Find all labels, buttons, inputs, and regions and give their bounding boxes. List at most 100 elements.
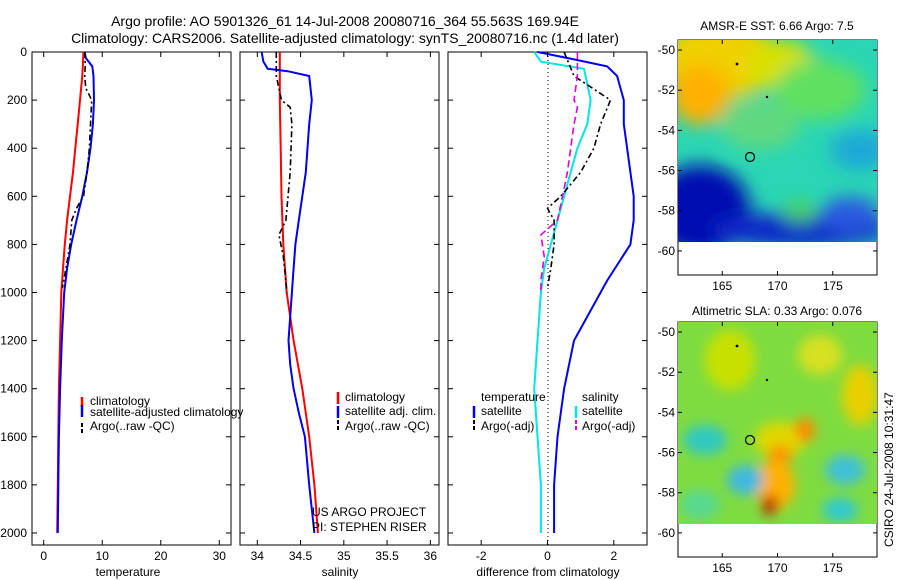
cyan-region (822, 498, 858, 522)
cyan-region (680, 490, 720, 520)
series-satellite-adj-clim (260, 51, 316, 534)
cool-southeast-region (830, 130, 877, 170)
temperature-panel: 0 10 20 30 0 200 400 600 800 1000 1200 1400 1600 1800… (0, 45, 232, 579)
lat-tick-label: -54 (658, 123, 676, 137)
difference-panel: -2 0 2 difference from climatology (447, 51, 648, 579)
y-tick-label: 1800 (0, 478, 27, 492)
y-tick-label: 1000 (0, 285, 27, 299)
sla-blobs (680, 330, 877, 522)
pi-credit: PI: STEPHEN RISER (312, 520, 427, 534)
x-tick-label: 35 (337, 549, 351, 563)
lat-tick-label: -56 (658, 164, 676, 178)
island-marker (765, 95, 769, 99)
island-marker (765, 378, 769, 382)
temperature-axes-box (31, 51, 232, 546)
sst-field (678, 40, 877, 242)
lon-tick-label: 165 (712, 279, 732, 293)
salinity-panel: 34 34.5 35 35.5 36 salinity (239, 51, 440, 579)
series-argo-raw-qc (275, 52, 293, 293)
orange-region (795, 418, 815, 442)
lat-tick-label: -50 (658, 43, 676, 57)
legend-label-satellite: satellite adj. clim. (345, 404, 436, 418)
warm-northwest-region (678, 65, 730, 125)
x-tick-label: 10 (96, 549, 110, 563)
timestamp-stamp: CSIRO 24-Jul-2008 10:31:47 (882, 392, 896, 547)
red-region (762, 495, 778, 515)
y-tick-label: 1200 (0, 334, 27, 348)
sla-argo-marker (744, 434, 756, 446)
x-tick-label: 2 (610, 549, 617, 563)
sst-argo-marker (744, 151, 756, 163)
sst-map-title: AMSR-E SST: 6.66 Argo: 7.5 (700, 19, 854, 33)
yellow-region (842, 365, 877, 425)
altimetric-sla-map: Altimetric SLA: 0.33 Argo: 0.076 165 (658, 304, 878, 575)
legend-label-climatology: climatology (90, 394, 150, 408)
salinity-xlabel: salinity (322, 565, 359, 579)
temperature-legend: climatology satellite-adjusted climatolo… (80, 394, 243, 433)
x-tick-label: 34 (251, 549, 265, 563)
y-tick-label: 600 (7, 189, 27, 203)
difference-xlabel: difference from climatology (476, 565, 619, 579)
y-tick-label: 400 (7, 141, 27, 155)
yellow-region (798, 335, 842, 375)
series-salinity-argo-adj (540, 52, 579, 293)
lat-tick-label: -58 (658, 486, 676, 500)
lat-tick-label: -58 (658, 204, 676, 218)
figure-title-line1: Argo profile: AO 5901326_61 14-Jul-2008 … (111, 13, 579, 29)
island-marker (735, 62, 739, 66)
orange-region (768, 445, 792, 465)
lat-tick-label: -52 (658, 83, 676, 97)
y-tick-label: 1400 (0, 382, 27, 396)
x-tick-label: 36 (424, 549, 438, 563)
yellow-region (705, 330, 755, 390)
lon-tick-label: 175 (823, 279, 843, 293)
sla-field (678, 322, 877, 524)
lat-tick-label: -50 (658, 325, 676, 339)
lon-tick-label: 170 (767, 561, 787, 575)
legend-label-argo: Argo(..raw -QC) (345, 419, 430, 433)
legend-label-argo: Argo(..raw -QC) (90, 419, 175, 433)
legend-label-sal-argo: Argo(-adj) (582, 419, 635, 433)
lat-tick-label: -56 (658, 446, 676, 460)
legend-label-temp-satellite: satellite (481, 404, 522, 418)
temperature-xlabel: temperature (96, 565, 161, 579)
cold-southeast-region (820, 197, 877, 233)
legend-header-salinity: salinity (582, 390, 619, 404)
legend-label-climatology: climatology (345, 390, 405, 404)
y-tick-label: 1600 (0, 430, 27, 444)
lon-tick-label: 170 (767, 279, 787, 293)
cyan-region (727, 465, 763, 495)
cyan-region (683, 425, 727, 455)
legend-label-satellite: satellite-adjusted climatology (90, 405, 243, 419)
y-tick-label: 2000 (0, 526, 27, 540)
difference-legend: temperature salinity satellite Argo(-adj… (472, 390, 635, 433)
series-temperature-argo-adj (546, 51, 612, 288)
project-credit: US ARGO PROJECT (312, 505, 427, 519)
lat-tick-label: -60 (658, 244, 676, 258)
cyan-region (825, 455, 865, 485)
island-marker (735, 344, 739, 348)
difference-axes-box (447, 51, 648, 546)
series-temperature-satellite (537, 51, 635, 533)
x-tick-label: 20 (154, 549, 168, 563)
green-east-region (775, 60, 865, 120)
x-tick-label: 34.5 (289, 549, 313, 563)
figure-title-line2: Climatology: CARS2006. Satellite-adjuste… (71, 30, 619, 46)
legend-header-temperature: temperature (481, 390, 546, 404)
lon-tick-label: 165 (712, 561, 732, 575)
mid-green-region (720, 100, 800, 150)
green-patch-south (782, 202, 818, 222)
yellow-region (755, 422, 805, 458)
x-tick-label: 35.5 (375, 549, 399, 563)
y-tick-label: 200 (7, 93, 27, 107)
y-tick-label: 800 (7, 237, 27, 251)
legend-label-sal-satellite: satellite (582, 404, 623, 418)
sla-map-title: Altimetric SLA: 0.33 Argo: 0.076 (692, 304, 862, 318)
lon-tick-label: 175 (823, 561, 843, 575)
sst-blobs (678, 40, 877, 242)
x-tick-label: 30 (213, 549, 227, 563)
x-tick-label: 0 (40, 549, 47, 563)
lat-tick-label: -54 (658, 405, 676, 419)
amsre-sst-map: AMSR-E SST: 6.66 Argo: 7.5 165 170 175 -50 -… (658, 19, 878, 293)
